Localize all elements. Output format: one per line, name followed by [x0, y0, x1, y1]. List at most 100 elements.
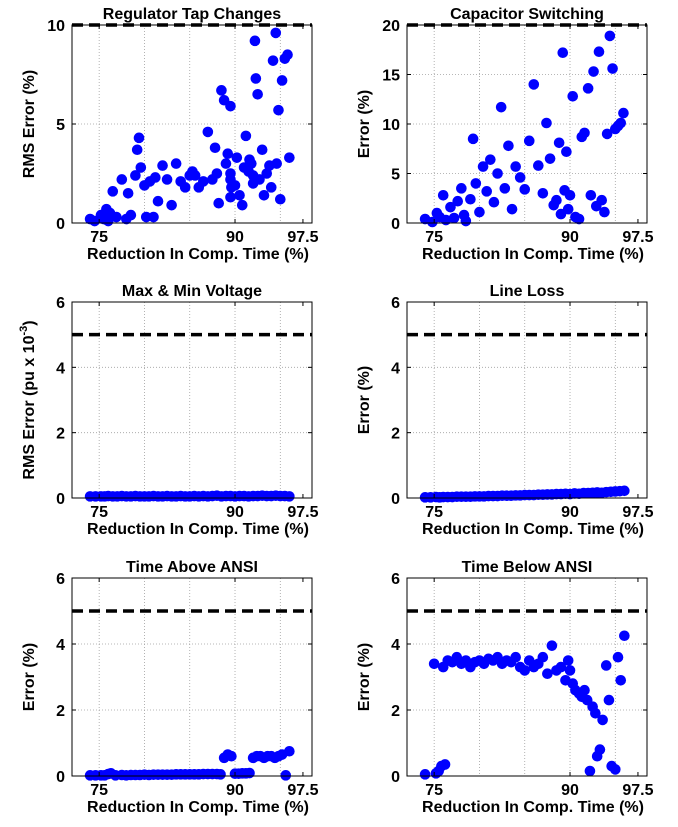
plot-area: [72, 302, 312, 498]
data-point: [284, 745, 295, 757]
data-point: [562, 655, 574, 666]
data-point: [537, 188, 549, 199]
plot-area: [407, 578, 647, 776]
data-point: [542, 668, 553, 679]
data-point: [135, 162, 147, 173]
data-point: [250, 73, 262, 84]
data-point: [252, 89, 263, 100]
data-point: [170, 158, 182, 169]
y-tick-label: 6: [391, 571, 400, 588]
data-point: [275, 193, 286, 205]
data-point: [229, 180, 241, 191]
data-point: [215, 769, 226, 780]
y-tick-label: 2: [56, 426, 65, 443]
data-point: [271, 158, 282, 169]
axes-frame: [406, 577, 648, 777]
data-point: [280, 770, 292, 781]
y-tick-label: 5: [391, 167, 400, 184]
chart-title: Capacitor Switching: [450, 6, 604, 23]
data-point: [485, 154, 496, 165]
y-tick-label: 2: [391, 426, 400, 443]
data-point: [439, 759, 451, 770]
data-point: [610, 764, 621, 775]
chart-title: Line Loss: [490, 283, 565, 300]
x-tick-label: 97.5: [287, 504, 318, 521]
y-axis-label: Error (%): [356, 90, 373, 158]
x-tick-label: 90: [561, 504, 579, 521]
y-axis-label: RMS Error (pu x 10-3): [18, 320, 38, 479]
chart-panel-6: 75 90 97.5 0 2 4 6 Time Below ANSI Reduction In …: [356, 559, 654, 816]
data-point: [470, 178, 482, 189]
data-point: [533, 160, 544, 171]
data-point: [125, 209, 137, 221]
data-point: [226, 750, 237, 762]
y-tick-label: 5: [56, 117, 65, 134]
data-point: [231, 152, 243, 163]
data-point: [506, 203, 518, 215]
axes-frame: [71, 301, 313, 499]
x-axis-label: Reduction In Comp. Time (%): [422, 521, 644, 538]
y-tick-label: 4: [391, 360, 400, 377]
data-point: [189, 170, 201, 181]
data-point: [428, 658, 440, 670]
x-axis-label: Reduction In Comp. Time (%): [87, 246, 309, 263]
plot-area: [72, 578, 312, 776]
chart-title: Regulator Tap Changes: [103, 6, 281, 23]
chart-title: Time Above ANSI: [126, 559, 258, 576]
x-tick-label: 97.5: [622, 782, 653, 799]
y-axis-label: Error (%): [356, 366, 373, 434]
y-tick-label: 0: [56, 491, 65, 508]
x-tick-label: 75: [90, 782, 108, 799]
data-point: [590, 708, 601, 719]
data-point: [211, 168, 223, 179]
data-point: [564, 189, 576, 201]
data-point: [225, 100, 236, 112]
data-point: [612, 651, 624, 663]
data-point: [161, 174, 173, 185]
x-tick-label: 97.5: [287, 782, 318, 799]
y-axis-label-end: ): [21, 320, 38, 325]
data-point: [152, 195, 164, 207]
data-point: [265, 182, 277, 193]
data-point: [116, 174, 128, 185]
y-tick-label: 15: [382, 68, 400, 85]
data-point: [179, 182, 191, 193]
data-point: [131, 144, 143, 156]
x-axis-label: Reduction In Comp. Time (%): [87, 521, 309, 538]
data-point: [198, 176, 209, 187]
data-point: [564, 665, 576, 676]
data-point: [537, 651, 549, 663]
data-point: [553, 137, 565, 149]
data-point: [148, 211, 159, 223]
data-point: [561, 146, 572, 158]
data-point: [213, 197, 225, 209]
data-point: [604, 30, 616, 42]
data-point: [567, 90, 579, 102]
data-point: [600, 660, 612, 671]
data-point: [519, 184, 531, 195]
data-point: [456, 183, 467, 194]
y-axis-label: Error (%): [356, 643, 373, 711]
data-point: [111, 211, 122, 223]
data-point: [607, 63, 618, 74]
data-point: [276, 75, 288, 86]
x-tick-label: 90: [226, 229, 244, 246]
y-tick-label: 2: [391, 703, 400, 720]
data-point: [270, 27, 282, 39]
data-point: [510, 161, 521, 172]
data-point: [597, 714, 608, 726]
data-point: [603, 694, 615, 706]
y-tick-label: 6: [391, 295, 400, 312]
chart-panel-2: 75 90 97.5 0 5 10 15 20 Capacitor Switching Reduc…: [356, 6, 654, 263]
data-point: [544, 153, 556, 164]
chart-title: Time Below ANSI: [462, 559, 593, 576]
x-tick-label: 90: [561, 229, 579, 246]
data-point: [477, 161, 489, 172]
y-tick-label: 0: [391, 216, 400, 233]
y-axis-label-text: Error (%): [356, 90, 373, 158]
data-point: [102, 215, 114, 227]
data-point: [594, 744, 606, 755]
data-point: [619, 485, 630, 497]
x-tick-label: 90: [561, 782, 579, 799]
